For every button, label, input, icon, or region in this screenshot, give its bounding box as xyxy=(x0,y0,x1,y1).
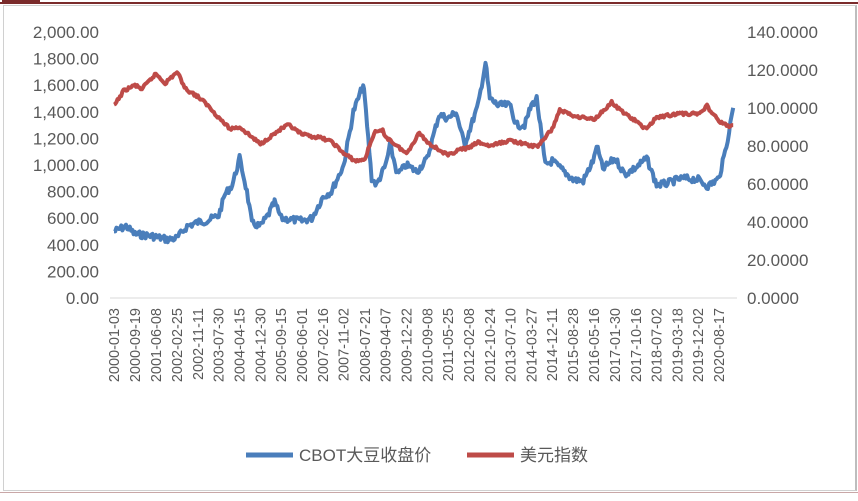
legend-label-usd: 美元指数 xyxy=(520,446,588,465)
y-right-tick-label: 20.0000 xyxy=(747,251,808,270)
x-axis-ticks: 2000-01-03 2000-09-19 2001-06-08 2002-02-25… xyxy=(107,308,728,382)
x-tick-label: 2000-01-03 xyxy=(107,308,123,382)
x-tick-label: 2004-04-15 xyxy=(233,308,249,382)
x-tick-label: 2007-11-02 xyxy=(337,308,353,381)
x-tick-label: 2012-10-24 xyxy=(483,308,499,382)
x-tick-label: 2004-12-30 xyxy=(253,308,269,382)
y-left-tick-label: 1,600.00 xyxy=(33,76,99,95)
y-right-tick-label: 140.0000 xyxy=(747,23,818,42)
legend-label-cbot: CBOT大豆收盘价 xyxy=(299,446,431,465)
y-left-tick-label: 600.00 xyxy=(47,209,99,228)
x-tick-label: 2011-05-25 xyxy=(441,308,457,381)
y-left-tick-label: 800.00 xyxy=(47,183,99,202)
x-tick-label: 2010-09-08 xyxy=(420,308,436,382)
chart-frame xyxy=(3,5,857,491)
y-left-tick-label: 1,800.00 xyxy=(33,50,99,69)
x-tick-label: 2003-07-30 xyxy=(212,308,228,382)
x-tick-label: 2006-06-01 xyxy=(295,308,311,382)
y-right-tick-label: 80.0000 xyxy=(747,137,808,156)
y-right-tick-label: 60.0000 xyxy=(747,175,808,194)
frame-top-border xyxy=(0,2,858,4)
x-tick-label: 2014-03-27 xyxy=(524,308,540,382)
y-right-tick-label: 0.0000 xyxy=(747,289,799,308)
x-tick-label: 2009-04-07 xyxy=(379,308,395,382)
series-line-usd-index xyxy=(113,70,734,164)
x-tick-label: 2007-02-16 xyxy=(316,308,332,382)
y-left-tick-label: 1,200.00 xyxy=(33,129,99,148)
x-tick-label: 2002-02-25 xyxy=(170,308,186,382)
y-right-tick-label: 120.0000 xyxy=(747,61,818,80)
legend: CBOT大豆收盘价 美元指数 xyxy=(246,446,588,465)
x-tick-label: 2018-07-02 xyxy=(650,308,666,382)
frame-tab xyxy=(2,0,40,2)
x-tick-label: 2016-05-16 xyxy=(587,308,603,382)
x-tick-label: 2019-12-02 xyxy=(691,308,707,382)
x-tick-label: 2013-07-10 xyxy=(504,308,520,382)
x-tick-label: 2009-12-22 xyxy=(399,308,415,382)
y-right-tick-label: 100.0000 xyxy=(747,99,818,118)
x-tick-label: 2012-02-08 xyxy=(462,308,478,382)
x-tick-label: 2002-11-11 xyxy=(191,308,207,380)
y-right-tick-label: 40.0000 xyxy=(747,213,808,232)
x-tick-label: 2005-09-15 xyxy=(274,308,290,382)
series-line-cbot-soybean xyxy=(113,60,736,245)
x-tick-label: 2015-08-28 xyxy=(566,308,582,382)
x-tick-label: 2001-06-08 xyxy=(149,308,165,382)
x-tick-label: 2017-01-30 xyxy=(608,308,624,382)
y-left-tick-label: 0.00 xyxy=(66,289,99,308)
left-axis-ticks: 0.00 200.00 400.00 600.00 800.00 1,000.00 1,20… xyxy=(33,23,99,308)
x-tick-label: 2000-09-19 xyxy=(128,308,144,382)
y-left-tick-label: 200.00 xyxy=(47,262,99,281)
series-lines xyxy=(113,60,736,245)
y-left-tick-label: 1,000.00 xyxy=(33,156,99,175)
y-left-tick-label: 1,400.00 xyxy=(33,103,99,122)
x-tick-label: 2014-12-11 xyxy=(545,308,561,381)
x-tick-label: 2020-08-17 xyxy=(712,308,728,382)
x-tick-label: 2019-03-18 xyxy=(670,308,686,382)
right-axis-ticks: 0.0000 20.0000 40.0000 60.0000 80.0000 100.00… xyxy=(747,23,818,308)
y-left-tick-label: 400.00 xyxy=(47,236,99,255)
frame-bottom-border xyxy=(0,492,858,493)
y-left-tick-label: 2,000.00 xyxy=(33,23,99,42)
x-tick-label: 2008-07-21 xyxy=(358,308,374,382)
x-tick-label: 2017-10-16 xyxy=(629,308,645,382)
